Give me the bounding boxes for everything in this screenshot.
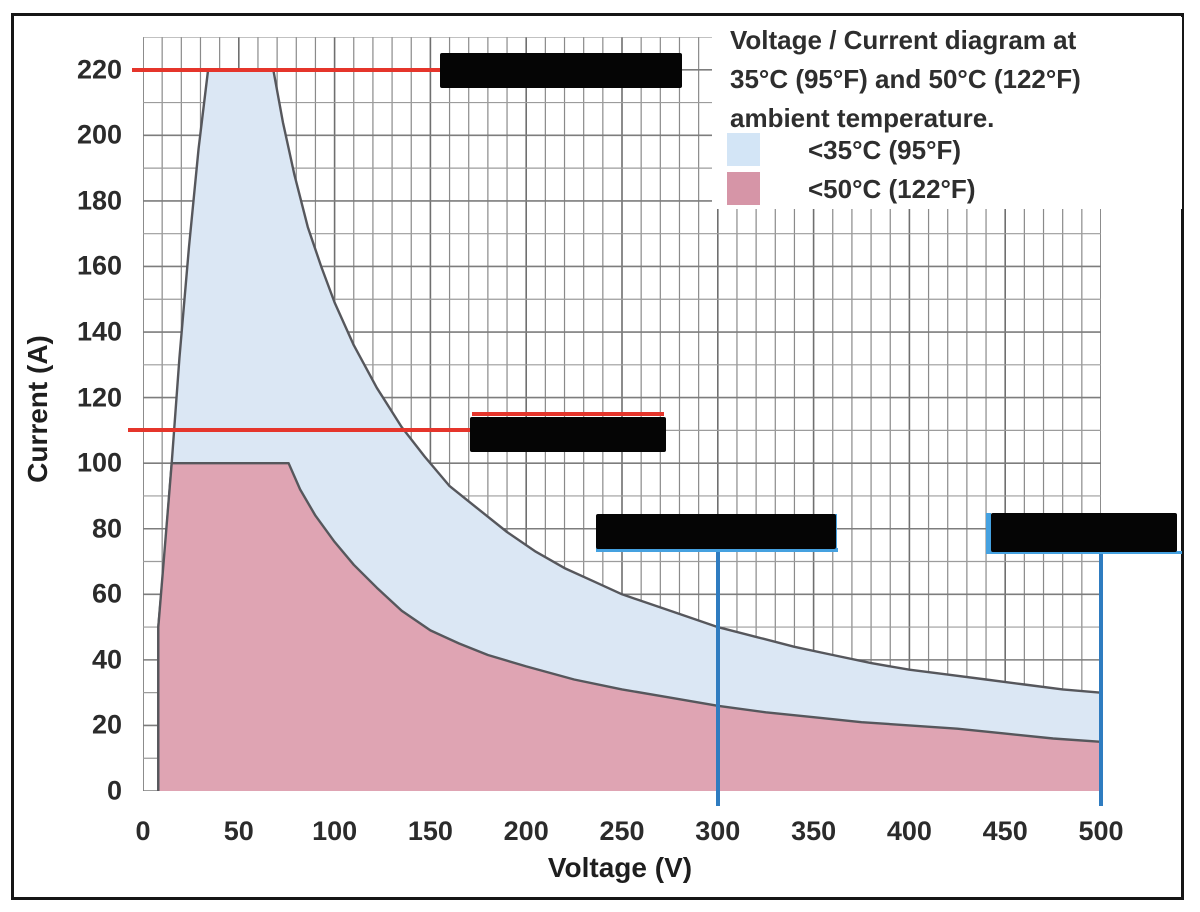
x-tick-label: 50: [223, 816, 254, 846]
red-reference-line: [472, 412, 664, 416]
red-reference-line: [132, 68, 440, 72]
x-tick-label: 500: [1078, 816, 1124, 846]
x-tick-label: 400: [886, 816, 932, 846]
legend-swatch-50c: [727, 172, 760, 205]
legend-title: Voltage / Current diagram at 35°C (95°F)…: [730, 21, 1178, 138]
y-tick-label: 120: [76, 382, 122, 413]
legend-title-line: Voltage / Current diagram at: [730, 25, 1077, 55]
redaction-box: [991, 513, 1177, 552]
x-tick-label: 300: [695, 816, 741, 846]
series-area-50c: [157, 462, 1101, 791]
y-tick-label: 20: [91, 709, 122, 740]
legend-title-line: 35°C (95°F) and 50°C (122°F): [730, 64, 1081, 94]
blue-callout-edge: [986, 513, 991, 553]
legend-label: <50°C (122°F): [808, 174, 976, 204]
redaction-box: [596, 514, 836, 549]
y-tick-label: 140: [76, 316, 122, 347]
y-tick-label: 200: [76, 119, 122, 150]
legend-swatch-35c: [727, 133, 760, 166]
y-tick-label: 180: [76, 185, 122, 216]
x-tick-label: 100: [312, 816, 358, 846]
red-reference-line: [128, 428, 470, 432]
x-tick-label: 250: [599, 816, 645, 846]
x-tick-label: 450: [982, 816, 1028, 846]
x-tick-label: 150: [407, 816, 453, 846]
x-tick-label: 350: [791, 816, 837, 846]
x-axis-title: Voltage (V): [547, 852, 693, 883]
blue-callout-edge: [596, 548, 838, 552]
x-tick-label: 200: [503, 816, 549, 846]
y-tick-label: 40: [91, 644, 122, 675]
blue-leader-line: [1099, 553, 1103, 806]
legend-item-50c: <50°C (122°F): [727, 172, 1177, 208]
y-tick-label: 100: [76, 447, 122, 478]
legend-item-35c: <35°C (95°F): [727, 133, 1177, 169]
y-tick-label: 160: [76, 250, 122, 281]
y-axis-title: Current (A): [22, 335, 53, 483]
redaction-box: [470, 417, 666, 452]
y-tick-label: 0: [106, 775, 122, 806]
legend-label: <35°C (95°F): [808, 135, 962, 165]
y-tick-label: 60: [91, 578, 122, 609]
y-tick-label: 220: [76, 54, 122, 85]
redaction-box: [440, 53, 682, 88]
legend: Voltage / Current diagram at 35°C (95°F)…: [712, 17, 1182, 209]
legend-title-line: ambient temperature.: [730, 103, 995, 133]
x-tick-label: 0: [135, 816, 151, 846]
blue-leader-line: [716, 551, 720, 806]
blue-callout-edge: [986, 551, 1182, 554]
y-tick-label: 80: [91, 513, 122, 544]
